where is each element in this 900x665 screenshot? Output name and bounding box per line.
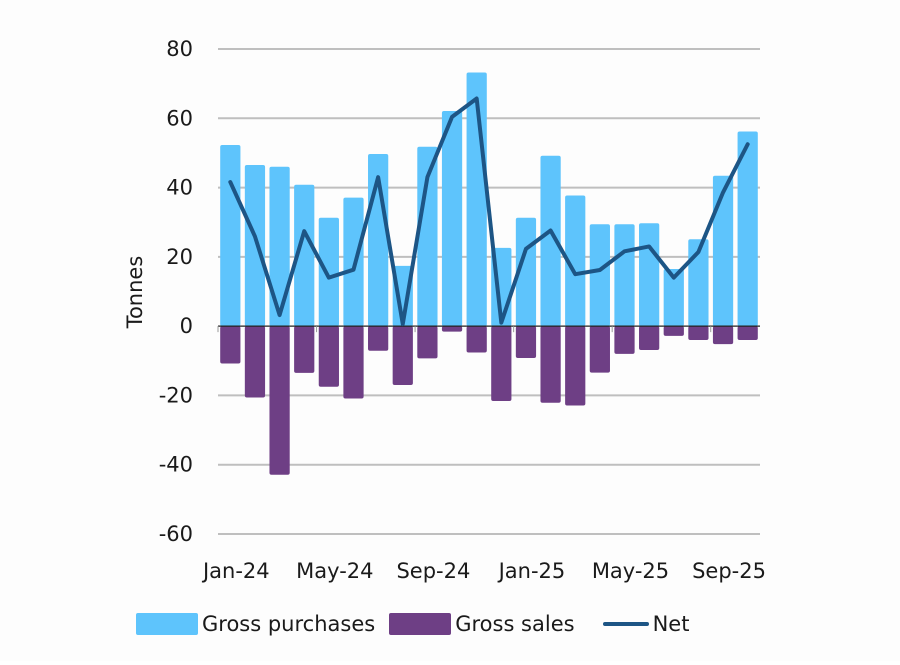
gross-purchases-bar <box>220 145 240 326</box>
gross-sales-bar <box>614 326 634 354</box>
gross-purchases-bar <box>590 224 610 326</box>
y-tick-label: -20 <box>159 383 193 407</box>
gross-sales-bar <box>442 326 462 332</box>
gross-purchases-bar <box>269 167 289 326</box>
legend-swatch-gross-purchases <box>136 613 198 635</box>
legend-item-gross-purchases: Gross purchases <box>136 612 375 636</box>
legend-item-gross-sales: Gross sales <box>389 612 574 636</box>
gross-sales-bar <box>220 326 240 363</box>
gross-purchases-bar <box>614 224 634 326</box>
y-tick-label: 60 <box>166 106 193 130</box>
gross-sales-bar <box>540 326 560 403</box>
gross-sales-bar <box>713 326 733 344</box>
legend-label-gross-sales: Gross sales <box>455 612 574 636</box>
gross-sales-bar <box>738 326 758 340</box>
gross-sales-bar <box>245 326 265 397</box>
x-tick-label: May-24 <box>296 559 373 583</box>
x-axis-tick-labels: Jan-24 May-24 Sep-24 Jan-25 May-25 Sep-25 <box>201 559 766 583</box>
x-tick-label: Sep-24 <box>396 559 470 583</box>
x-axis-ticks <box>218 326 711 332</box>
gross-purchases-bar <box>442 111 462 326</box>
gross-sales-bars <box>220 326 758 475</box>
gross-sales-bar <box>269 326 289 475</box>
y-tick-label: -60 <box>159 522 193 546</box>
gross-sales-bar <box>688 326 708 340</box>
y-tick-label: -40 <box>159 453 193 477</box>
legend-label-net: Net <box>653 612 690 636</box>
legend-item-net: Net <box>589 612 690 636</box>
gross-sales-bar <box>343 326 363 398</box>
y-tick-label: 20 <box>166 245 193 269</box>
x-tick-label: May-25 <box>592 559 669 583</box>
gross-sales-bar <box>590 326 610 372</box>
gross-sales-bar <box>639 326 659 350</box>
gross-sales-bar <box>565 326 585 405</box>
gross-sales-bar <box>491 326 511 401</box>
x-tick-label: Jan-24 <box>201 559 270 583</box>
y-axis-ticks: 80 60 40 20 0 -20 -40 -60 <box>159 37 193 546</box>
gross-purchases-bar <box>713 176 733 326</box>
y-axis-label: Tonnes <box>123 256 147 330</box>
gross-sales-bar <box>516 326 536 358</box>
gross-purchases-bar <box>343 198 363 327</box>
x-tick-label: Jan-25 <box>497 559 566 583</box>
legend-swatch-net <box>603 622 649 626</box>
legend-swatch-gross-sales <box>389 613 451 635</box>
gross-sales-bar <box>467 326 487 352</box>
y-tick-label: 0 <box>180 314 193 338</box>
y-tick-label: 40 <box>166 176 193 200</box>
gross-sales-bar <box>417 326 437 358</box>
gross-sales-bar <box>393 326 413 385</box>
x-tick-label: Sep-25 <box>692 559 766 583</box>
gross-sales-bar <box>368 326 388 351</box>
gross-purchases-bar <box>245 165 265 326</box>
gross-sales-bar <box>664 326 684 336</box>
gross-sales-bar <box>319 326 339 387</box>
gross-purchases-bar <box>319 218 339 326</box>
y-tick-label: 80 <box>166 37 193 61</box>
gross-purchases-bar <box>639 223 659 326</box>
legend-label-gross-purchases: Gross purchases <box>202 612 375 636</box>
legend: Gross purchases Gross sales Net <box>136 612 703 636</box>
gross-sales-bar <box>294 326 314 373</box>
